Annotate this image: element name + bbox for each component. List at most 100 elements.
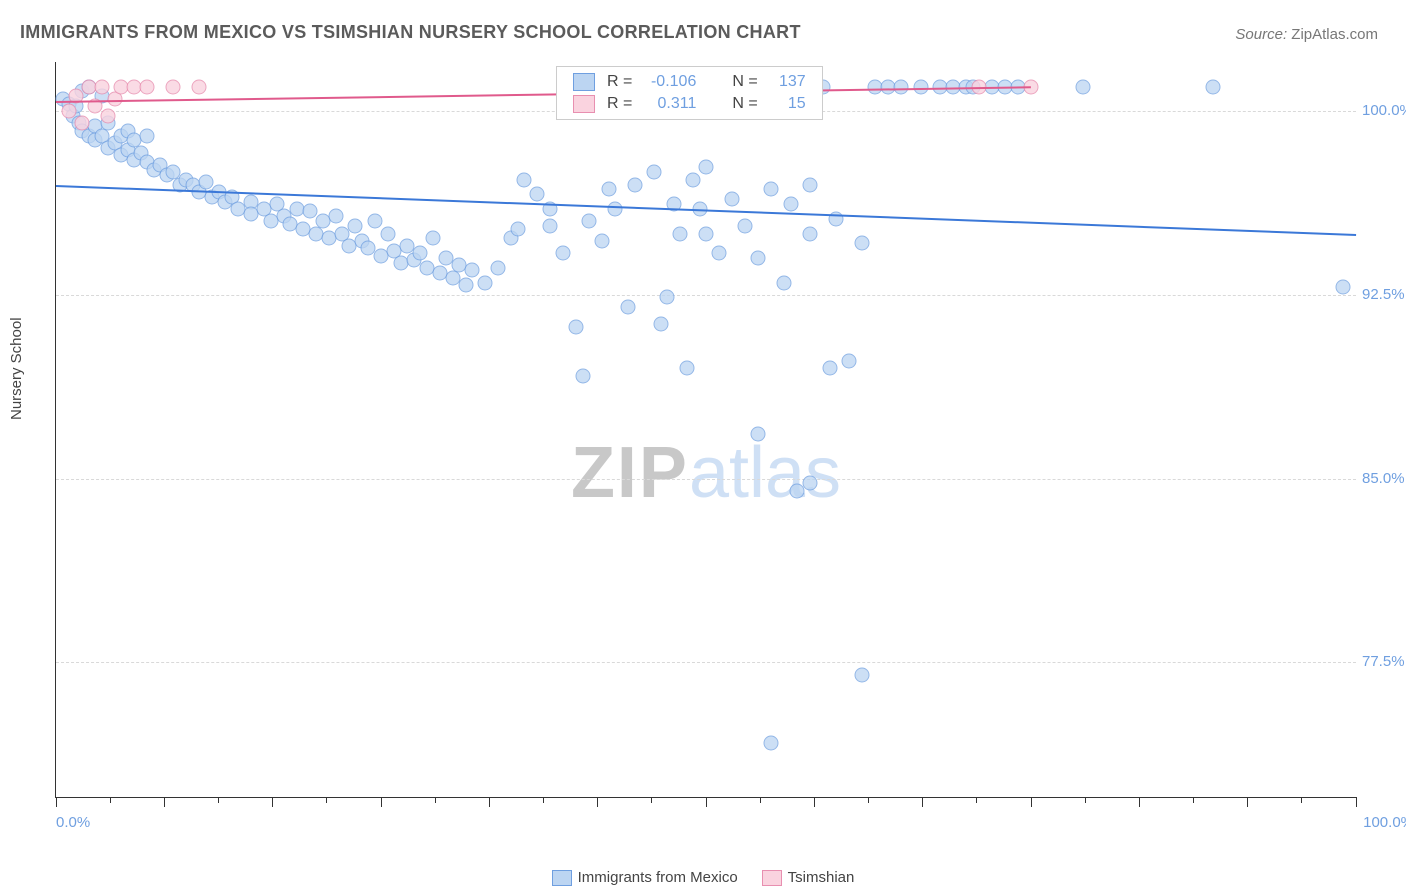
legend-n-value: 137 — [764, 71, 812, 93]
data-point — [556, 246, 571, 261]
data-point — [894, 79, 909, 94]
legend-r-prefix: R = — [601, 71, 638, 93]
data-point — [673, 226, 688, 241]
x-tick — [597, 797, 598, 807]
data-point — [764, 182, 779, 197]
data-point — [1206, 79, 1221, 94]
data-point — [94, 79, 109, 94]
data-point — [458, 277, 473, 292]
data-point — [777, 275, 792, 290]
watermark-bold: ZIP — [571, 433, 689, 513]
legend-item: Immigrants from Mexico — [552, 869, 738, 886]
legend-item: Tsimshian — [762, 869, 855, 886]
data-point — [465, 263, 480, 278]
data-point — [608, 202, 623, 217]
data-point — [569, 319, 584, 334]
data-point — [699, 160, 714, 175]
legend-swatch — [762, 870, 782, 886]
data-point — [725, 192, 740, 207]
x-tick — [1031, 797, 1032, 807]
data-point — [328, 209, 343, 224]
data-point — [380, 226, 395, 241]
chart-title: IMMIGRANTS FROM MEXICO VS TSIMSHIAN NURS… — [20, 22, 801, 43]
legend-n-prefix: N = — [726, 93, 763, 115]
gridline — [56, 662, 1356, 663]
source-value: ZipAtlas.com — [1291, 26, 1378, 43]
x-tick — [1139, 797, 1140, 807]
legend-swatch — [552, 870, 572, 886]
data-point — [803, 476, 818, 491]
data-point — [660, 290, 675, 305]
x-tick-minor — [1301, 797, 1302, 803]
x-tick — [1247, 797, 1248, 807]
data-point — [302, 204, 317, 219]
data-point — [751, 427, 766, 442]
data-point — [653, 317, 668, 332]
x-tick — [164, 797, 165, 807]
data-point — [1076, 79, 1091, 94]
x-tick-minor — [868, 797, 869, 803]
x-tick — [489, 797, 490, 807]
data-point — [595, 233, 610, 248]
data-point — [530, 187, 545, 202]
data-point — [575, 368, 590, 383]
x-tick-label: 0.0% — [56, 814, 90, 831]
bottom-legend: Immigrants from Mexico Tsimshian — [0, 869, 1406, 886]
y-tick-label: 85.0% — [1362, 470, 1406, 487]
x-tick-minor — [326, 797, 327, 803]
x-tick-minor — [218, 797, 219, 803]
data-point — [803, 226, 818, 241]
data-point — [140, 79, 155, 94]
x-tick-minor — [1193, 797, 1194, 803]
data-point — [198, 175, 213, 190]
data-point — [543, 219, 558, 234]
x-tick-minor — [543, 797, 544, 803]
data-point — [627, 177, 642, 192]
data-point — [783, 197, 798, 212]
data-point — [913, 79, 928, 94]
y-tick-label: 92.5% — [1362, 286, 1406, 303]
plot-area: ZIPatlas 100.0%92.5%85.0%77.5%0.0%100.0%… — [55, 62, 1356, 798]
y-tick-label: 100.0% — [1362, 102, 1406, 119]
x-tick — [922, 797, 923, 807]
x-tick — [706, 797, 707, 807]
data-point — [101, 108, 116, 123]
legend-label: Immigrants from Mexico — [578, 869, 738, 886]
data-point — [601, 182, 616, 197]
data-point — [582, 214, 597, 229]
x-tick — [814, 797, 815, 807]
data-point — [166, 79, 181, 94]
data-point — [426, 231, 441, 246]
legend-n-value: 15 — [764, 93, 812, 115]
y-axis-label: Nursery School — [8, 317, 25, 420]
source-label: Source: — [1235, 26, 1287, 43]
data-point — [413, 246, 428, 261]
legend-swatch — [573, 73, 595, 91]
data-point — [679, 361, 694, 376]
x-tick-minor — [435, 797, 436, 803]
legend-n-prefix: N = — [726, 71, 763, 93]
watermark-light: atlas — [689, 433, 841, 513]
data-point — [1336, 280, 1351, 295]
y-tick-label: 77.5% — [1362, 653, 1406, 670]
x-tick-minor — [651, 797, 652, 803]
data-point — [855, 667, 870, 682]
data-point — [491, 260, 506, 275]
data-point — [842, 353, 857, 368]
x-tick-minor — [760, 797, 761, 803]
legend-swatch — [573, 95, 595, 113]
source-attribution: Source: ZipAtlas.com — [1235, 26, 1378, 43]
watermark: ZIPatlas — [571, 432, 841, 514]
data-point — [822, 361, 837, 376]
data-point — [478, 275, 493, 290]
x-tick — [381, 797, 382, 807]
x-tick — [272, 797, 273, 807]
stats-legend: R =-0.106N =137R =0.311N =15 — [556, 66, 823, 120]
data-point — [764, 736, 779, 751]
x-tick-minor — [1085, 797, 1086, 803]
data-point — [367, 214, 382, 229]
gridline — [56, 295, 1356, 296]
x-tick-minor — [110, 797, 111, 803]
data-point — [348, 219, 363, 234]
data-point — [738, 219, 753, 234]
